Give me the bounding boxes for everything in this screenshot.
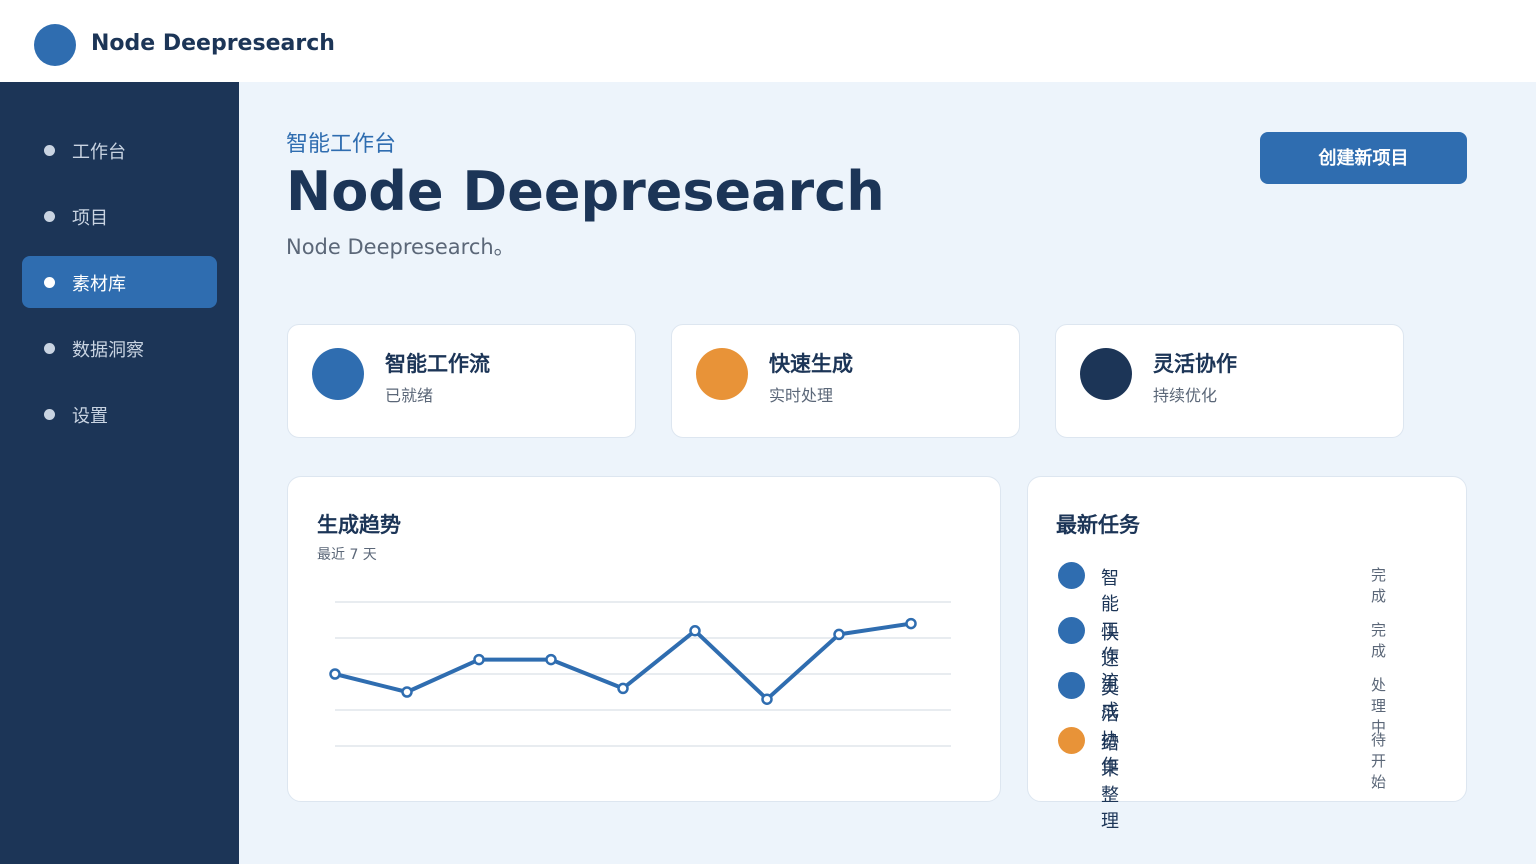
task-status: 处理中 (1371, 676, 1387, 736)
tasks-title: 最新任务 (1056, 513, 1140, 537)
card-icon (1080, 348, 1132, 400)
task-dot (1058, 562, 1085, 589)
logo (34, 24, 76, 66)
chart-panel: 生成趋势 最近 7 天 (287, 476, 1001, 802)
point (761, 693, 773, 705)
nav-label: 素材库 (72, 274, 126, 295)
chart-title: 生成趋势 (317, 513, 401, 537)
feature-card: 智能工作流 已就绪 (287, 324, 636, 438)
nav-item[interactable]: 素材库 (22, 256, 217, 308)
nav-dot (44, 211, 55, 222)
hero-subtitle: Node Deepresearch。 (286, 235, 515, 259)
task-dot (1058, 617, 1085, 644)
task-status: 待开始 (1371, 731, 1387, 791)
card-title: 灵活协作 (1153, 352, 1237, 376)
point (545, 653, 557, 666)
task-name: 智能工作流 (1101, 568, 1119, 693)
point (617, 682, 629, 695)
sidebar (0, 82, 239, 864)
card-icon (696, 348, 748, 400)
task-name: 快速生成 (1101, 623, 1119, 722)
nav-item[interactable]: 设置 (22, 388, 217, 440)
task-name: 灵活协作 (1101, 678, 1119, 777)
header: Node Deepresearch (0, 0, 1536, 82)
point (329, 668, 341, 680)
chart-subtitle: 最近 7 天 (317, 547, 377, 563)
nav-dot (44, 343, 55, 354)
nav-label: 项目 (72, 208, 108, 229)
point (473, 653, 485, 666)
nav-item[interactable]: 数据洞察 (22, 322, 217, 374)
point (401, 686, 413, 698)
nav-dot (44, 277, 55, 288)
card-icon (312, 348, 364, 400)
task-status: 完成 (1371, 566, 1387, 605)
feature-card: 快速生成 实时处理 (671, 324, 1020, 438)
point (833, 628, 845, 641)
card-subtitle: 已就绪 (385, 386, 434, 405)
eyebrow: 智能工作台 (286, 132, 397, 157)
chart (329, 601, 951, 747)
card-title: 快速生成 (769, 352, 853, 376)
point (689, 625, 701, 637)
nav-label: 设置 (72, 406, 108, 427)
nav-label: 数据洞察 (72, 340, 144, 361)
task-dot (1058, 727, 1085, 754)
hero-title: Node Deepresearch (286, 160, 885, 223)
nav-label: 工作台 (72, 142, 126, 163)
create-button[interactable]: 创建新项目 (1260, 132, 1467, 184)
nav-dot (44, 409, 55, 420)
task-name: 结果整理 (1101, 733, 1119, 832)
card-title: 智能工作流 (385, 352, 490, 376)
task-status: 完成 (1371, 621, 1387, 660)
nav-dot (44, 145, 55, 156)
task-dot (1058, 672, 1085, 699)
tasks-panel: 最新任务 智能工作流 完成 快速生成 完成 灵活协作 处理中 结果整理 待开始 (1027, 476, 1467, 832)
brand: Node Deepresearch (91, 31, 335, 56)
nav-item[interactable]: 工作台 (22, 124, 217, 176)
nav-item[interactable]: 项目 (22, 190, 217, 242)
card-subtitle: 持续优化 (1153, 386, 1218, 405)
point (905, 617, 917, 630)
feature-card: 灵活协作 持续优化 (1055, 324, 1404, 438)
card-subtitle: 实时处理 (769, 386, 834, 405)
